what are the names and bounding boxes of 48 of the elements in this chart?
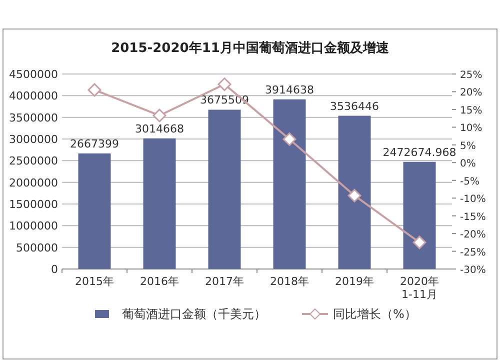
y-tick-label: 2000000 (9, 176, 58, 190)
bar (403, 162, 436, 269)
y-tick-label: 500000 (16, 241, 58, 254)
x-tick-label: 2020年 1-11月 (400, 275, 439, 301)
y2-tick-label: 20% (460, 88, 482, 99)
y2-tick-label: -15% (460, 212, 486, 223)
bar (273, 99, 306, 269)
x-tick-label: 2015年 (75, 275, 114, 288)
bar (208, 110, 241, 269)
y2-tick-label: 15% (460, 105, 482, 116)
point (412, 236, 426, 250)
data-label: 3536446 (330, 100, 379, 113)
legend-label: 葡萄酒进口金额（千美元） (122, 307, 266, 321)
bar (143, 138, 176, 269)
y2-tick-label: 0% (460, 158, 476, 170)
y2-tick-label: -30% (460, 265, 486, 276)
chart-title: 2015-2020年11月中国葡萄酒进口金额及增速 (111, 40, 390, 56)
x-tick-label: 2018年 (270, 275, 309, 288)
y-tick-label: 1000000 (9, 220, 58, 233)
data-label: 2472674.968 (382, 146, 456, 159)
y-tick-label: 0 (51, 263, 58, 276)
y-tick-label: 3000000 (9, 133, 58, 146)
point (218, 78, 232, 92)
y-tick-label: 4000000 (9, 90, 58, 103)
y-tick-label: 4500000 (9, 68, 58, 81)
legend-label: 同比增长（%） (333, 307, 416, 321)
y2-tick-label: 5% (460, 140, 476, 152)
data-label: 3914638 (265, 83, 314, 96)
y2-tick-label: -10% (460, 194, 486, 206)
y-tick-label: 1500000 (9, 198, 58, 211)
data-label: 2667399 (70, 137, 119, 150)
bar (338, 116, 371, 269)
y2-tick-label: -20% (460, 230, 486, 241)
x-tick-label: 2019年 (335, 275, 374, 288)
y2-tick-label: 25% (460, 70, 482, 81)
point (282, 132, 296, 146)
y-tick-label: 3500000 (9, 111, 58, 124)
x-tick-label: 2016年 (140, 275, 179, 288)
point (88, 83, 102, 97)
data-label: 3014668 (135, 122, 184, 136)
y2-tick-label: -5% (460, 176, 480, 188)
y2-tick-label: -25% (460, 247, 486, 258)
bar (78, 153, 111, 269)
x-tick-label: 2017年 (205, 275, 244, 288)
point (348, 188, 362, 202)
point (152, 108, 166, 122)
y-tick-label: 2500000 (9, 154, 58, 168)
y2-tick-label: 10% (460, 123, 482, 134)
